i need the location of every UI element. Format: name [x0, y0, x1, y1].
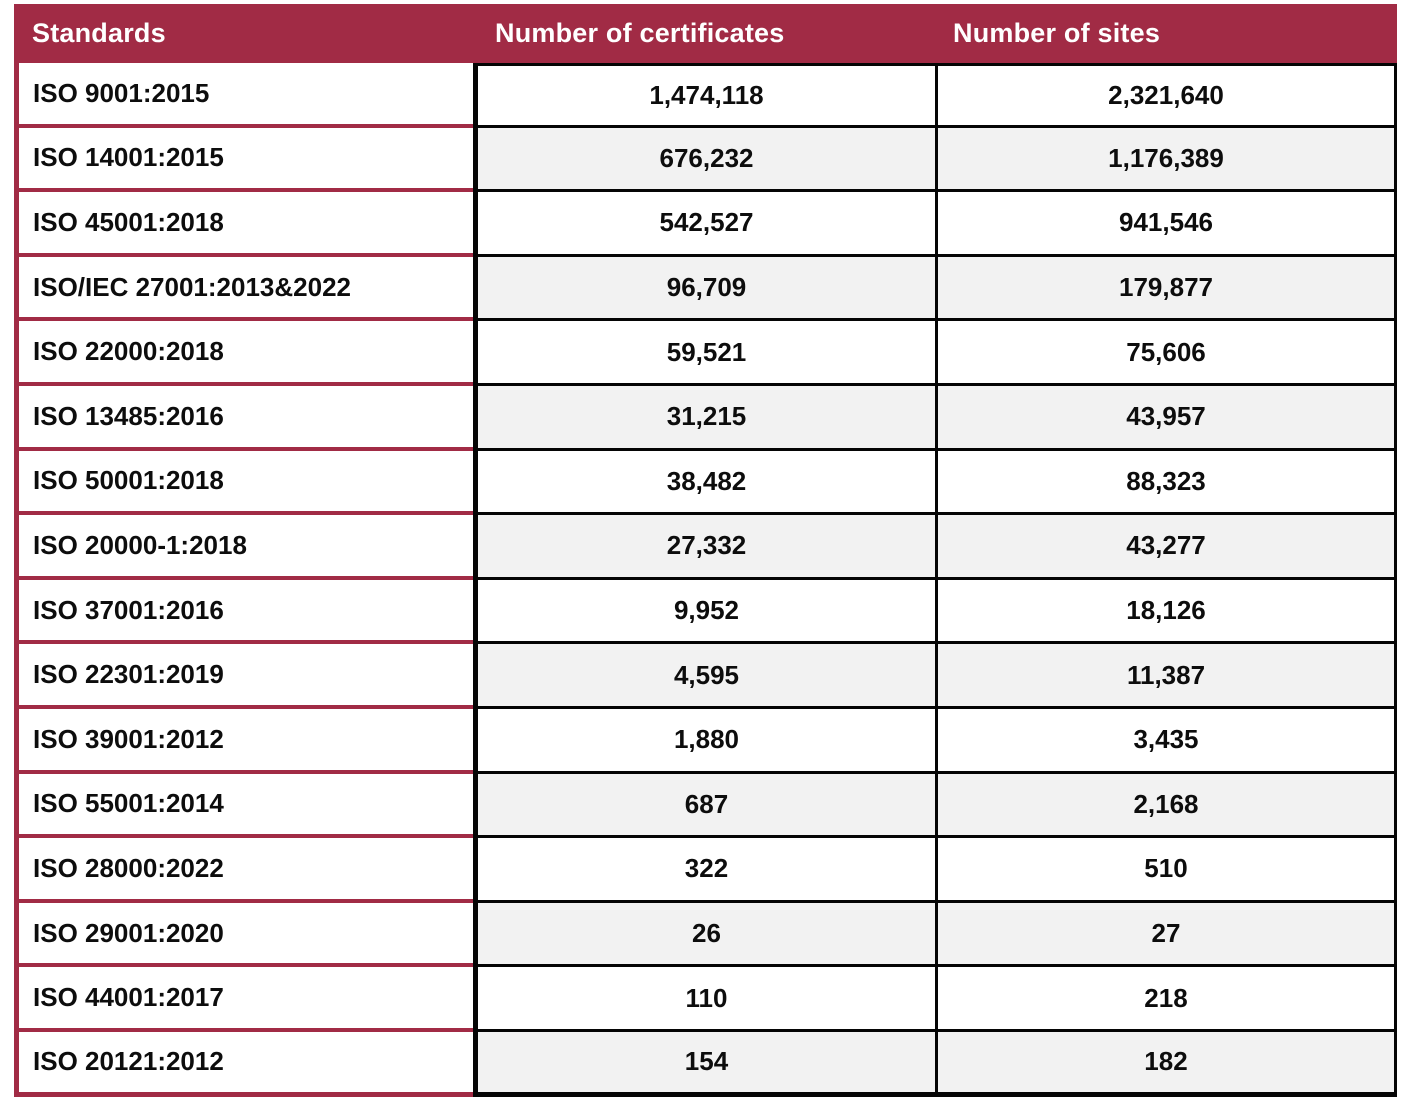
- table-row: ISO 44001:2017 110 218: [14, 967, 1397, 1032]
- sites-cell: 43,957: [935, 385, 1397, 451]
- standard-cell: ISO 20121:2012: [14, 1031, 473, 1097]
- standard-cell: ISO 13485:2016: [14, 385, 473, 451]
- standard-label: ISO 20000-1:2018: [33, 529, 247, 560]
- table-row: ISO 50001:2018 38,482 88,323: [14, 450, 1397, 516]
- table-row: ISO 14001:2015 676,232 1,176,389: [14, 127, 1397, 193]
- sites-cell: 182: [935, 1031, 1397, 1097]
- certificates-cell: 154: [473, 1031, 935, 1097]
- header-standards: Standards: [32, 18, 166, 48]
- table-row: ISO 37001:2016 9,952 18,126: [14, 579, 1397, 645]
- standard-label: ISO 37001:2016: [33, 594, 224, 625]
- standard-label: ISO 22000:2018: [33, 336, 224, 367]
- certificates-cell: 96,709: [473, 256, 935, 322]
- certificates-cell: 4,595: [473, 644, 935, 709]
- standard-cell: ISO 20000-1:2018: [14, 515, 473, 580]
- table-row: ISO 45001:2018 542,527 941,546: [14, 192, 1397, 257]
- certificates-cell: 26: [473, 902, 935, 968]
- standard-cell: ISO 55001:2014: [14, 773, 473, 839]
- table-row: ISO 9001:2015 1,474,118 2,321,640: [14, 63, 1397, 128]
- sites-cell: 2,168: [935, 773, 1397, 839]
- certificates-cell: 1,474,118: [473, 63, 935, 128]
- sites-cell: 941,546: [935, 192, 1397, 257]
- standard-cell: ISO 37001:2016: [14, 579, 473, 645]
- certificates-cell: 31,215: [473, 385, 935, 451]
- standard-label: ISO 50001:2018: [33, 465, 224, 496]
- standard-label: ISO/IEC 27001:2013&2022: [33, 271, 351, 302]
- standards-table: Standards Number of certificates Number …: [14, 4, 1397, 1097]
- sites-cell: 27: [935, 902, 1397, 968]
- header-sites: Number of sites: [953, 18, 1161, 48]
- certificates-cell: 59,521: [473, 321, 935, 386]
- sites-cell: 43,277: [935, 515, 1397, 580]
- standard-label: ISO 45001:2018: [33, 206, 224, 237]
- certificates-cell: 27,332: [473, 515, 935, 580]
- standard-label: ISO 44001:2017: [33, 982, 224, 1013]
- standard-label: ISO 28000:2022: [33, 852, 224, 883]
- standard-cell: ISO 29001:2020: [14, 902, 473, 968]
- sites-cell: 11,387: [935, 644, 1397, 709]
- header-certificates: Number of certificates: [495, 18, 785, 48]
- standard-label: ISO 55001:2014: [33, 788, 224, 819]
- table-body: ISO 9001:2015 1,474,118 2,321,640 ISO 14…: [14, 63, 1397, 1097]
- sites-cell: 75,606: [935, 321, 1397, 386]
- sites-cell: 1,176,389: [935, 127, 1397, 193]
- sites-cell: 88,323: [935, 450, 1397, 516]
- certificates-cell: 1,880: [473, 708, 935, 774]
- standard-cell: ISO 14001:2015: [14, 127, 473, 193]
- table-row: ISO 22301:2019 4,595 11,387: [14, 644, 1397, 709]
- standard-cell: ISO 39001:2012: [14, 708, 473, 774]
- sites-cell: 510: [935, 838, 1397, 903]
- standard-cell: ISO 50001:2018: [14, 450, 473, 516]
- table-row: ISO 28000:2022 322 510: [14, 838, 1397, 903]
- sites-cell: 2,321,640: [935, 63, 1397, 128]
- certificates-cell: 687: [473, 773, 935, 839]
- standard-cell: ISO 9001:2015: [14, 63, 473, 128]
- standard-label: ISO 39001:2012: [33, 723, 224, 754]
- certificates-cell: 9,952: [473, 579, 935, 645]
- sites-cell: 3,435: [935, 708, 1397, 774]
- certificates-cell: 322: [473, 838, 935, 903]
- certificates-cell: 542,527: [473, 192, 935, 257]
- table-row: ISO 13485:2016 31,215 43,957: [14, 385, 1397, 451]
- standard-cell: ISO 28000:2022: [14, 838, 473, 903]
- standard-label: ISO 9001:2015: [33, 77, 210, 108]
- standard-label: ISO 13485:2016: [33, 400, 224, 431]
- table-row: ISO/IEC 27001:2013&2022 96,709 179,877: [14, 256, 1397, 322]
- standard-label: ISO 22301:2019: [33, 659, 224, 690]
- sites-cell: 179,877: [935, 256, 1397, 322]
- standard-cell: ISO 22301:2019: [14, 644, 473, 709]
- table-row: ISO 39001:2012 1,880 3,435: [14, 708, 1397, 774]
- sites-cell: 218: [935, 967, 1397, 1032]
- certificates-cell: 38,482: [473, 450, 935, 516]
- table-row: ISO 20121:2012 154 182: [14, 1031, 1397, 1097]
- certificates-cell: 676,232: [473, 127, 935, 193]
- standard-cell: ISO/IEC 27001:2013&2022: [14, 256, 473, 322]
- standard-label: ISO 14001:2015: [33, 142, 224, 173]
- standard-cell: ISO 44001:2017: [14, 967, 473, 1032]
- table-header-row: Standards Number of certificates Number …: [14, 4, 1397, 63]
- certificates-cell: 110: [473, 967, 935, 1032]
- standard-label: ISO 29001:2020: [33, 917, 224, 948]
- sites-cell: 18,126: [935, 579, 1397, 645]
- standard-label: ISO 20121:2012: [33, 1046, 224, 1077]
- standard-cell: ISO 22000:2018: [14, 321, 473, 386]
- standard-cell: ISO 45001:2018: [14, 192, 473, 257]
- table-row: ISO 20000-1:2018 27,332 43,277: [14, 515, 1397, 580]
- table-row: ISO 22000:2018 59,521 75,606: [14, 321, 1397, 386]
- table-row: ISO 55001:2014 687 2,168: [14, 773, 1397, 839]
- table-row: ISO 29001:2020 26 27: [14, 902, 1397, 968]
